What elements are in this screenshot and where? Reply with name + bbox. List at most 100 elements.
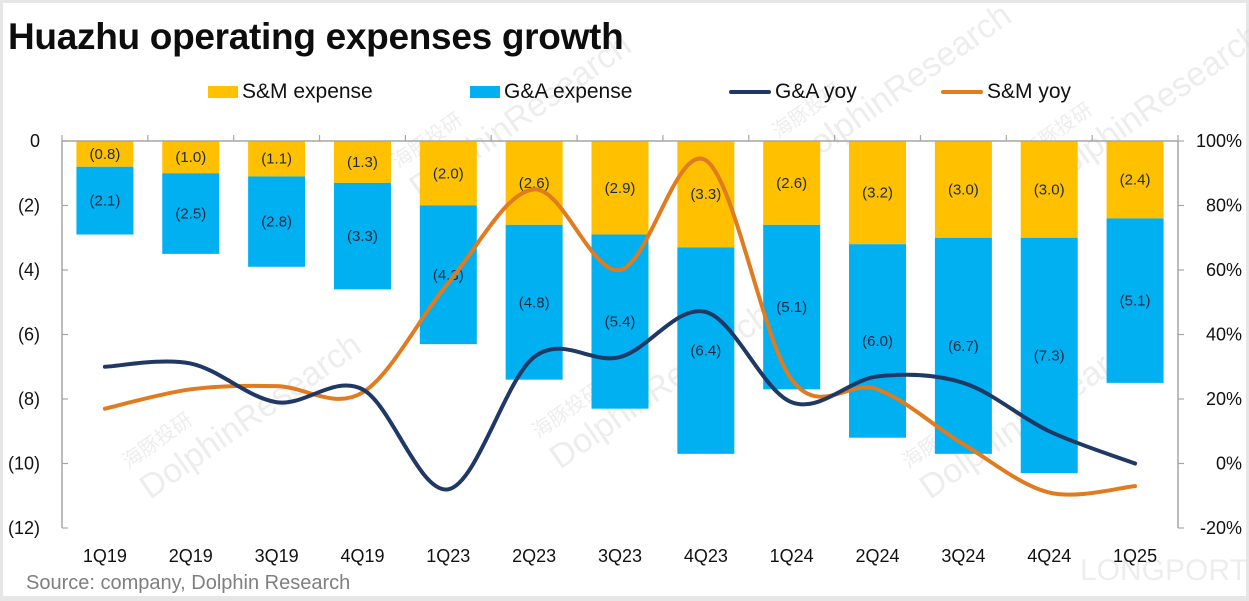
bar-ga-expense: [934, 237, 992, 454]
right-tick-label: 20%: [1206, 389, 1242, 409]
right-tick-label: 80%: [1206, 196, 1242, 216]
x-tick-label: 4Q23: [684, 546, 728, 566]
data-label-ga-expense: (5.4): [605, 314, 636, 331]
data-label-ga-expense: (3.3): [347, 228, 378, 245]
data-label-sm-expense: (2.6): [519, 175, 550, 192]
legend-swatch-ga-yoy: [729, 90, 771, 94]
left-tick-label: (10): [8, 454, 40, 474]
watermark-brand: LONGPORT: [1080, 554, 1248, 587]
x-tick-label: 1Q24: [770, 546, 814, 566]
lines-layer: [102, 156, 1138, 497]
bar-sm-expense: [934, 141, 992, 238]
right-tick-label: -20%: [1200, 518, 1242, 538]
legend-label-ga-expense: G&A expense: [504, 80, 633, 103]
data-label-ga-expense: (4.8): [519, 294, 550, 311]
bar-ga-expense: [505, 224, 563, 380]
watermark-text: DolphinResearch: [133, 326, 368, 507]
x-tick-label: 2Q24: [856, 546, 900, 566]
left-tick-label: (4): [18, 260, 40, 280]
left-tick-label: (12): [8, 518, 40, 538]
left-tick-label: (8): [18, 389, 40, 409]
data-label-sm-expense: (3.2): [862, 185, 893, 202]
bar-sm-expense: [1020, 141, 1078, 238]
watermark-text: DolphinResearch: [543, 296, 778, 477]
x-tick-label: 2Q19: [169, 546, 213, 566]
data-label-ga-expense: (6.0): [862, 333, 893, 350]
data-label-sm-expense: (1.3): [347, 154, 378, 171]
x-tick-label: 2Q23: [512, 546, 556, 566]
legend-item-sm-yoy: S&M yoy: [941, 80, 1071, 104]
data-label-ga-expense: (2.1): [90, 193, 121, 210]
bar-sm-expense: [1106, 141, 1164, 219]
left-tick-label: (6): [18, 325, 40, 345]
legend-item-sm-expense: S&M expense: [208, 80, 373, 104]
data-label-ga-expense: (2.5): [175, 206, 206, 223]
right-tick-label: 60%: [1206, 260, 1242, 280]
bar-ga-expense: [763, 224, 821, 390]
data-label-ga-expense: (6.7): [948, 338, 979, 355]
bar-sm-expense: [591, 141, 649, 235]
data-label-sm-expense: (1.1): [261, 151, 292, 168]
data-label-sm-expense: (2.0): [433, 165, 464, 182]
bar-ga-expense: [1106, 218, 1164, 383]
x-tick-label: 1Q19: [83, 546, 127, 566]
bar-sm-expense: [333, 141, 391, 183]
data-label-sm-expense: (1.0): [175, 149, 206, 166]
x-tick-label: 1Q23: [426, 546, 470, 566]
left-tick-label: (2): [18, 196, 40, 216]
bar-sm-expense: [419, 141, 477, 206]
bar-ga-expense: [849, 244, 907, 438]
x-tick-label: 4Q19: [340, 546, 384, 566]
axes-layer: 0 (2) (4) (6) (8) (10) (12) 100% 80% 60% 40% 20% 0% -…: [8, 131, 1242, 566]
legend-swatch-sm-expense: [208, 86, 238, 98]
bar-ga-expense: [76, 166, 134, 235]
data-label-ga-expense: (2.8): [261, 214, 292, 231]
data-label-sm-expense: (3.0): [1034, 181, 1065, 198]
right-tick-label: 0%: [1216, 454, 1242, 474]
data-label-sm-expense: (2.4): [1120, 172, 1151, 189]
bar-ga-expense: [162, 173, 220, 254]
legend-swatch-sm-yoy: [941, 90, 983, 94]
bar-sm-expense: [162, 141, 220, 174]
x-tick-label: 3Q24: [941, 546, 985, 566]
legend-item-ga-yoy: G&A yoy: [729, 80, 857, 104]
bar-ga-expense: [1020, 237, 1078, 474]
line-sm-yoy: [102, 156, 1138, 497]
chart-title: Huazhu operating expenses growth: [8, 16, 624, 57]
legend-swatch-ga-expense: [470, 86, 500, 98]
line-ga-yoy: [102, 309, 1138, 492]
data-label-sm-expense: (3.0): [948, 181, 979, 198]
data-label-sm-expense: (2.9): [605, 180, 636, 197]
source-note: Source: company, Dolphin Research: [26, 572, 351, 594]
x-tick-label: 3Q23: [598, 546, 642, 566]
data-label-ga-expense: (5.1): [776, 299, 807, 316]
data-label-sm-expense: (2.6): [776, 175, 807, 192]
data-label-sm-expense: (0.8): [90, 146, 121, 163]
legend-item-ga-expense: G&A expense: [470, 80, 632, 104]
bar-ga-expense: [248, 176, 306, 267]
left-tick-label: 0: [30, 131, 40, 151]
bar-sm-expense: [248, 141, 306, 177]
bars-layer: (0.8) (2.1) (1.0) (2.5) (1.1) (2.8) (1.3) (3.3)…: [76, 141, 1164, 474]
data-label-ga-expense: (5.1): [1120, 293, 1151, 310]
bar-sm-expense: [849, 141, 907, 245]
data-label-ga-expense: (6.4): [690, 343, 721, 360]
bar-ga-expense: [333, 182, 391, 290]
legend-label-sm-expense: S&M expense: [242, 80, 373, 103]
x-tick-label: 3Q19: [255, 546, 299, 566]
x-tick-label: 4Q24: [1027, 546, 1071, 566]
right-tick-label: 100%: [1196, 131, 1242, 151]
bar-ga-expense: [419, 205, 477, 345]
bar-sm-expense: [76, 141, 134, 167]
legend-label-sm-yoy: S&M yoy: [987, 80, 1072, 103]
bar-sm-expense: [763, 141, 821, 225]
bar-ga-expense: [677, 247, 735, 454]
bar-sm-expense: [505, 141, 563, 225]
legend-label-ga-yoy: G&A yoy: [775, 80, 857, 103]
data-label-ga-expense: (7.3): [1034, 347, 1065, 364]
x-tick-label: 1Q25: [1113, 546, 1157, 566]
right-tick-label: 40%: [1206, 325, 1242, 345]
